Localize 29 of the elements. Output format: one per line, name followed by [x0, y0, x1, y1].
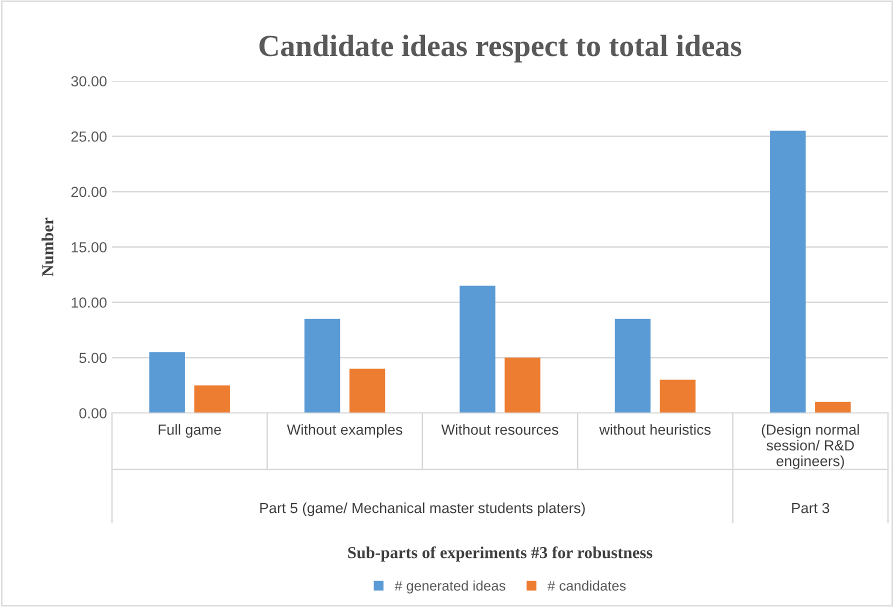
y-tick-label: 30.00 — [71, 76, 107, 86]
chart-title: Candidate ideas respect to total ideas — [259, 34, 742, 63]
x-tick-label: Without examples — [286, 424, 402, 438]
y-tick-label: 5.00 — [79, 352, 107, 364]
y-tick-label: 20.00 — [71, 186, 107, 198]
text: Part 5 (game/ Mechanical master students platers) — [260, 502, 585, 516]
bar — [304, 318, 340, 413]
bar — [349, 368, 386, 413]
bar — [815, 402, 851, 413]
y-tick-label: 25.00 — [71, 131, 107, 142]
x-tick-label: Full game — [158, 424, 221, 438]
bar — [149, 352, 185, 413]
text: Part 3 — [792, 502, 830, 514]
bar — [660, 380, 696, 413]
bar — [194, 385, 230, 413]
x-tick-label: Without resources — [441, 424, 558, 435]
x-tick-label: without heuristics — [599, 424, 711, 435]
bar — [770, 130, 806, 413]
legend-label: # candidates — [548, 580, 626, 591]
bar — [504, 358, 540, 413]
y-tick-label: 10.00 — [72, 297, 107, 308]
x-tick-label: (Design normal session/ R&D engineers) — [762, 424, 859, 470]
bar — [460, 286, 496, 413]
x-axis-title: Sub-parts of experiments #3 for robustness — [348, 546, 652, 562]
y-tick-label: 0.00 — [79, 408, 107, 418]
y-tick-label: 15.00 — [72, 242, 107, 252]
bar — [614, 318, 651, 413]
y-axis-title: Number — [42, 218, 54, 276]
legend-label: # generated ideas — [394, 580, 506, 594]
